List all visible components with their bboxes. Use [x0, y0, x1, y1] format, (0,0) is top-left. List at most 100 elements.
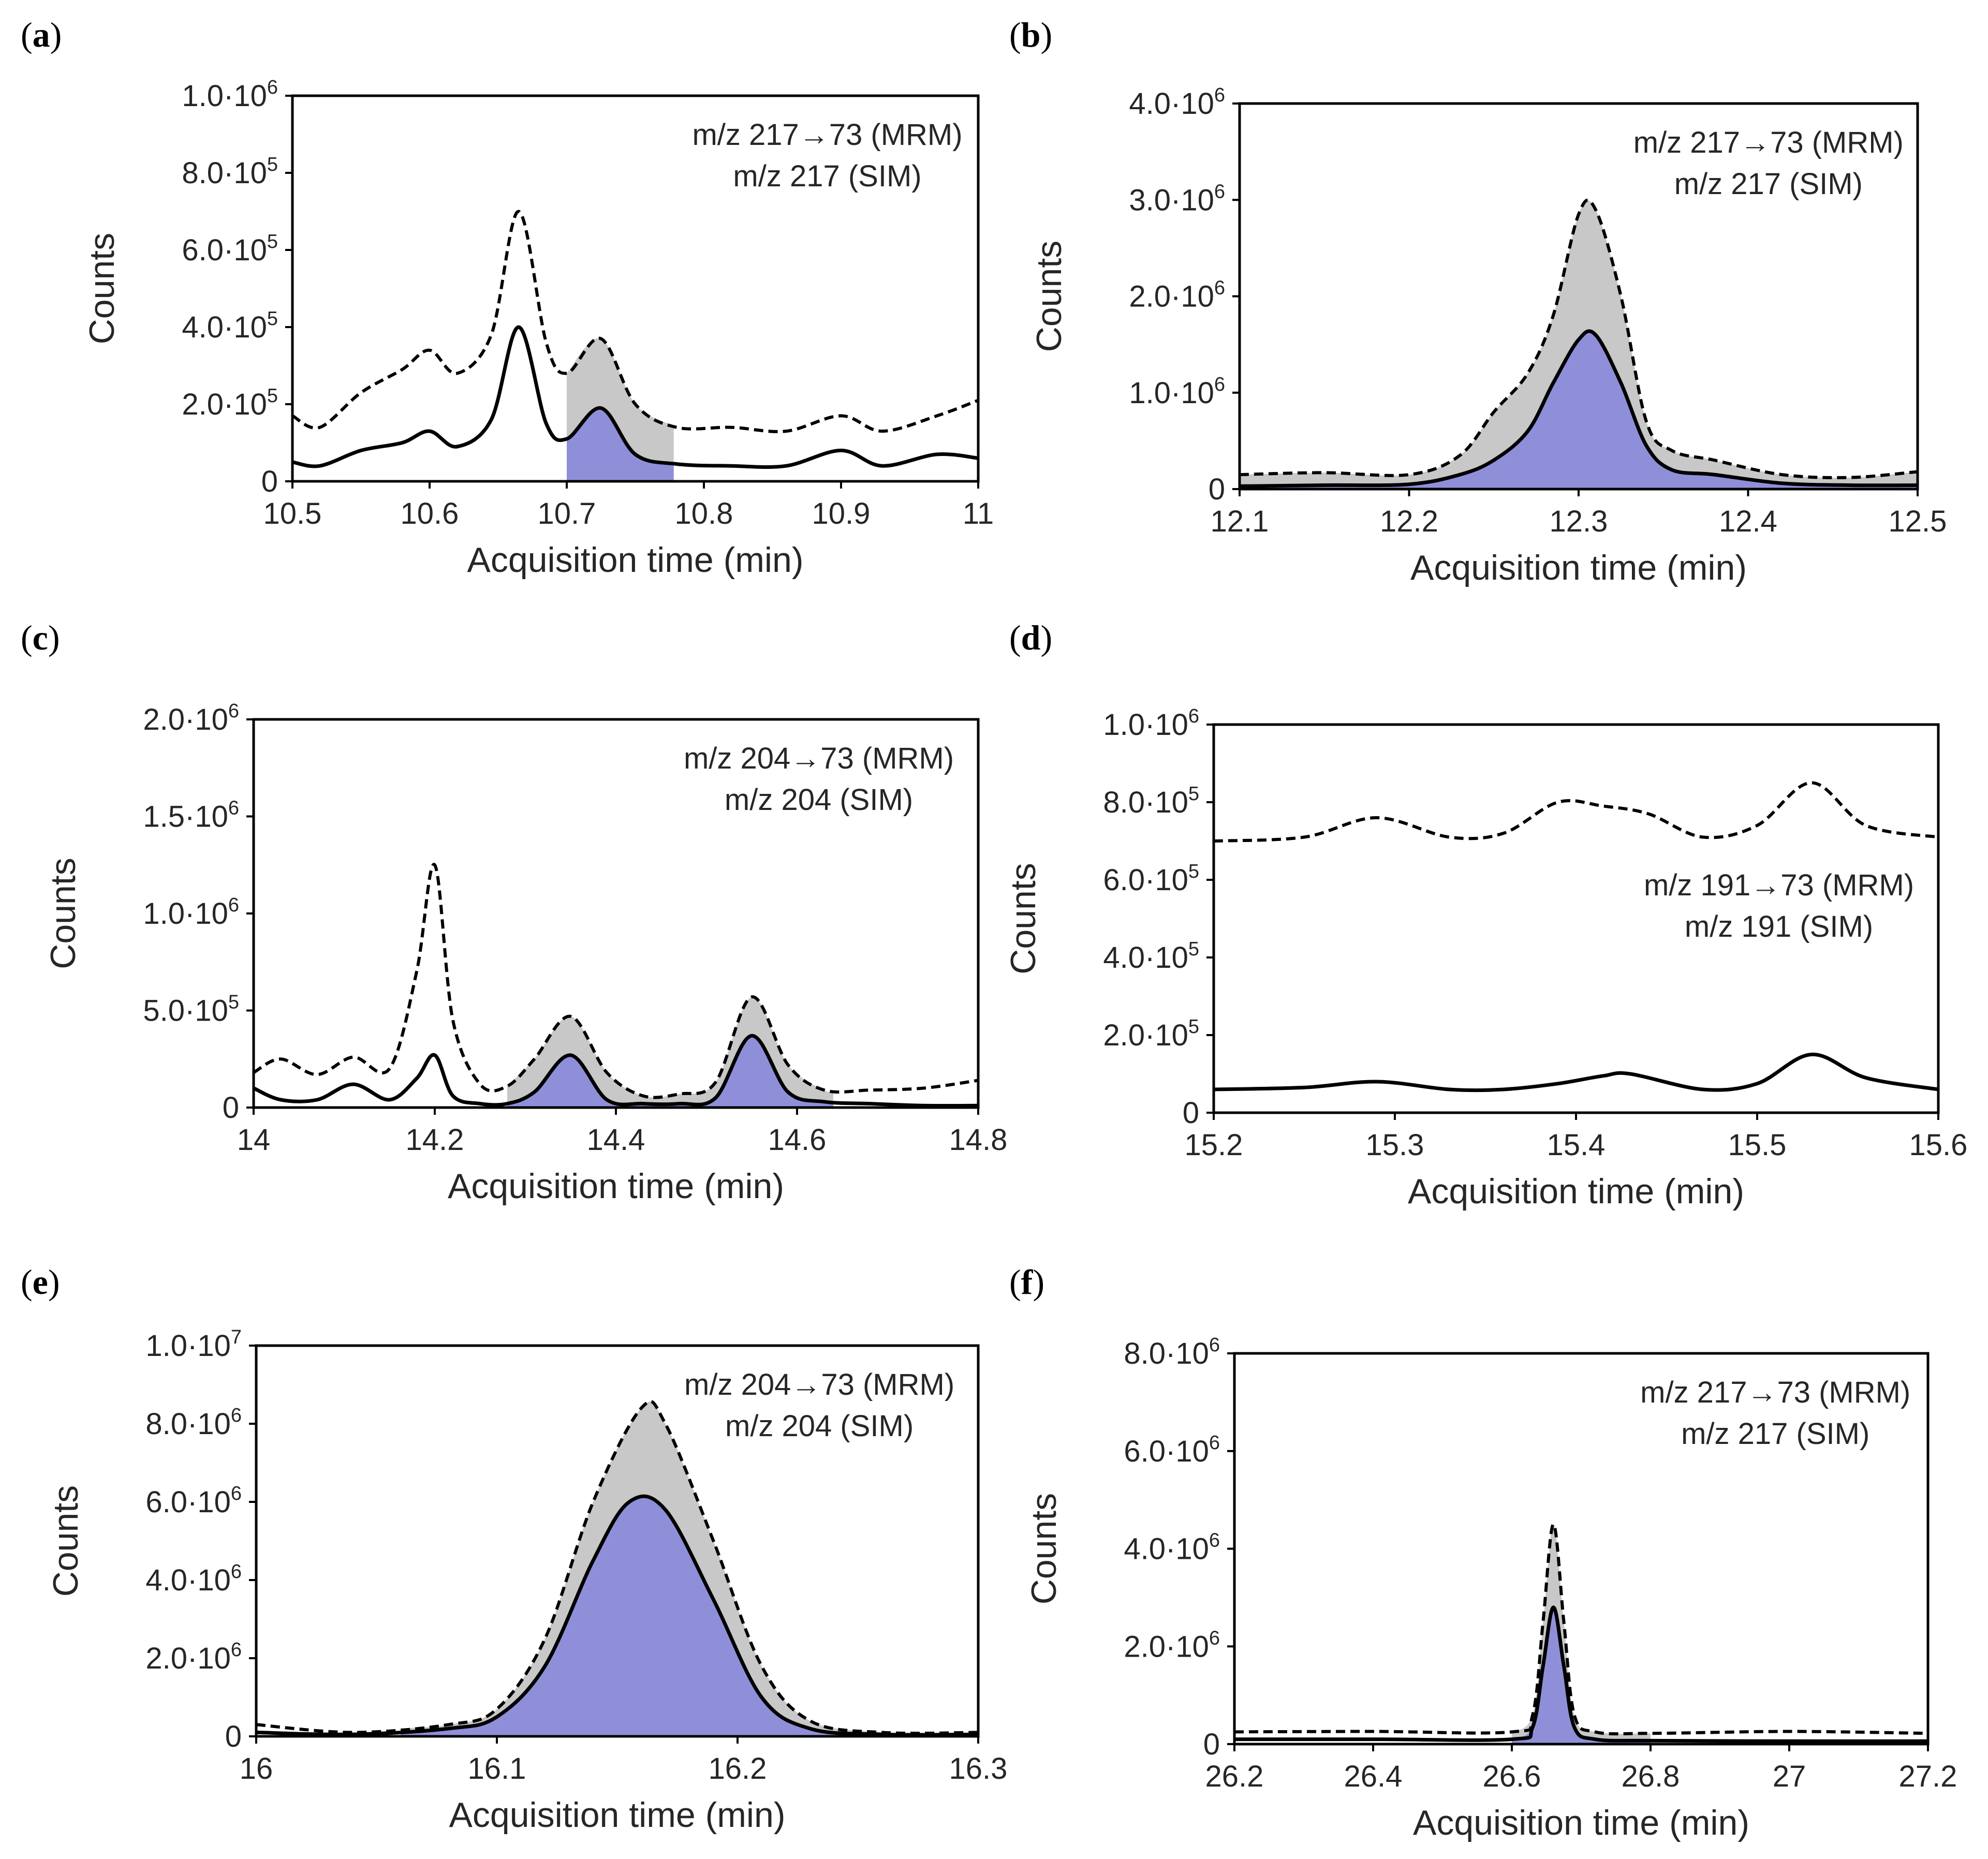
x-tick-label: 10.5: [263, 497, 322, 530]
y-tick-label: 8.0·105: [1103, 783, 1199, 819]
x-tick-label: 14.2: [406, 1123, 464, 1157]
x-tick-label: 12.4: [1719, 505, 1777, 538]
x-tick-label: 14: [237, 1123, 271, 1157]
y-tick-label: 4.0·106: [145, 1561, 242, 1597]
legend-entry: m/z 217 (SIM): [1681, 1417, 1869, 1451]
panel-label: (f): [1009, 1262, 1044, 1302]
sim-trace-line: [1234, 1523, 1928, 1736]
panel-label: (b): [1009, 15, 1052, 54]
legend-entry: m/z 217→73 (MRM): [1633, 126, 1904, 159]
mrm-trace-line: [253, 1034, 979, 1108]
x-tick-label: 26.8: [1622, 1760, 1680, 1793]
x-axis-title: Acquisition time (min): [1408, 1172, 1744, 1211]
panel-label: (d): [1009, 618, 1052, 657]
x-tick-label: 11: [963, 497, 994, 530]
x-tick-label: 15.3: [1366, 1128, 1424, 1162]
x-axis-title: Acquisition time (min): [449, 1795, 786, 1835]
mrm-trace-line: [256, 1494, 979, 1737]
x-tick-label: 26.2: [1205, 1760, 1264, 1793]
y-tick-label: 0: [225, 1720, 242, 1753]
panel-label: (e): [21, 1262, 60, 1302]
plot-frame: [1233, 1352, 1930, 1746]
x-tick-label: 15.5: [1728, 1128, 1787, 1162]
y-tick-label: 6.0·105: [182, 231, 278, 267]
legend-entry: m/z 204 (SIM): [725, 1409, 914, 1443]
legend-entry: m/z 191→73 (MRM): [1644, 868, 1914, 902]
x-tick-label: 26.6: [1483, 1760, 1541, 1793]
sim-trace-line: [1213, 781, 1939, 843]
x-tick-label: 10.9: [812, 497, 871, 530]
y-axis-title: Counts: [1029, 241, 1069, 352]
sim-trace-line: [256, 1400, 979, 1735]
y-tick-label: 2.0·105: [182, 385, 278, 421]
x-tick-label: 16: [240, 1752, 273, 1786]
sim-trace-line: [291, 210, 979, 433]
y-tick-label: 8.0·106: [145, 1405, 242, 1441]
y-tick-label: 2.0·105: [1103, 1016, 1199, 1052]
x-tick-label: 12.3: [1550, 505, 1608, 538]
x-axis-title: Acquisition time (min): [448, 1167, 784, 1206]
x-tick-label: 16.1: [468, 1752, 526, 1786]
x-tick-label: 12.1: [1211, 505, 1269, 538]
panel-e: (e) 16 16.1 16.2 16.3 0 2.0·106 4.0·106 6.0·106 8…: [21, 1262, 1007, 1835]
x-tick-label: 15.4: [1547, 1128, 1606, 1162]
x-tick-label: 27: [1773, 1760, 1806, 1793]
x-tick-label: 15.2: [1185, 1128, 1243, 1162]
x-tick-label: 27.2: [1899, 1760, 1957, 1793]
mrm-peak-area: [1512, 1607, 1651, 1744]
y-tick-label: 1.0·107: [145, 1326, 242, 1363]
x-axis-title: Acquisition time (min): [467, 540, 804, 580]
panel-label: (c): [21, 618, 60, 657]
legend-entry: m/z 191 (SIM): [1685, 910, 1873, 943]
x-tick-label: 12.5: [1889, 505, 1947, 538]
y-tick-label: 6.0·106: [1124, 1432, 1220, 1468]
plot-frame: [255, 1344, 980, 1738]
legend-entry: m/z 204→73 (MRM): [684, 742, 954, 775]
mrm-trace-line: [1239, 329, 1918, 488]
y-tick-label: 4.0·106: [1124, 1530, 1220, 1566]
plot-frame: [291, 94, 980, 483]
y-axis-title: Counts: [82, 233, 122, 344]
x-tick-label: 10.8: [675, 497, 733, 530]
y-axis-title: Counts: [43, 858, 83, 969]
y-tick-label: 2.0·106: [1129, 277, 1225, 314]
y-tick-label: 0: [1183, 1096, 1199, 1130]
mrm-peak-area: [401, 1496, 882, 1736]
sim-trace-line: [1239, 198, 1918, 479]
y-axis-title: Counts: [1004, 863, 1043, 974]
y-tick-label: 8.0·105: [182, 154, 278, 190]
y-tick-label: 0: [223, 1091, 239, 1125]
y-tick-label: 6.0·105: [1103, 861, 1199, 897]
y-tick-label: 5.0·105: [143, 992, 239, 1028]
y-axis-title: Counts: [46, 1485, 85, 1597]
mrm-trace-line: [292, 325, 979, 469]
y-tick-label: 2.0·106: [145, 1639, 242, 1675]
legend-entry: m/z 204→73 (MRM): [684, 1368, 954, 1401]
y-tick-label: 8.0·106: [1124, 1334, 1220, 1370]
x-tick-label: 14.6: [768, 1123, 827, 1157]
panel-f: (f) 26.2 26.4 26.6 26.8 27 27.2 0 2.0·106 4.0·106…: [1009, 1262, 1957, 1842]
mrm-trace-line: [1234, 1605, 1928, 1743]
legend-entry: m/z 217 (SIM): [1674, 167, 1863, 201]
panel-d: (d) 15.2 15.3 15.4 15.5 15.6 0 2.0·105 4.0·105 6.…: [1004, 618, 1967, 1211]
y-tick-label: 1.0·106: [143, 894, 239, 931]
y-tick-label: 3.0·106: [1129, 181, 1225, 217]
y-tick-label: 1.0·106: [182, 77, 278, 113]
y-tick-label: 1.5·106: [143, 798, 239, 834]
x-tick-label: 10.7: [538, 497, 596, 530]
x-tick-label: 16.2: [709, 1752, 767, 1786]
mrm-peak-area: [507, 1036, 833, 1108]
plot-frame: [252, 718, 980, 1109]
mrm-trace-line: [1213, 1052, 1939, 1093]
sim-trace-line: [253, 863, 979, 1099]
y-tick-label: 2.0·106: [143, 700, 239, 736]
x-tick-label: 15.6: [1909, 1128, 1968, 1162]
x-tick-label: 26.4: [1344, 1760, 1403, 1793]
panel-label: (a): [21, 15, 62, 54]
x-tick-label: 14.8: [949, 1123, 1008, 1157]
y-tick-label: 2.0·106: [1124, 1627, 1220, 1663]
y-tick-label: 4.0·105: [182, 308, 278, 344]
x-axis-title: Acquisition time (min): [1410, 548, 1747, 587]
y-tick-label: 0: [1209, 473, 1225, 506]
